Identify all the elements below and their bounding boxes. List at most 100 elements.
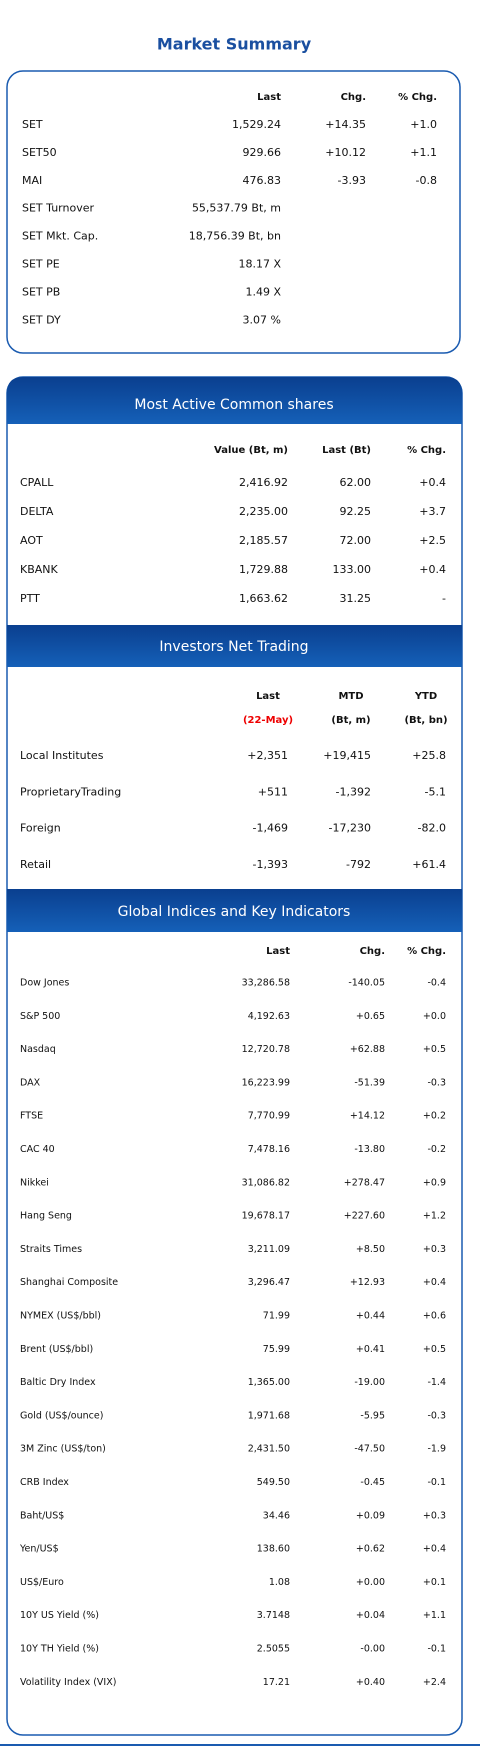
cell: +10.12 <box>325 146 366 159</box>
row-label: 10Y US Yield (%) <box>20 1610 99 1621</box>
cell: +1.2 <box>423 1211 446 1222</box>
row-label: MAI <box>22 174 42 187</box>
cell: +14.35 <box>325 118 366 131</box>
cell: +0.4 <box>419 476 446 489</box>
row-label: Baht/US$ <box>20 1510 64 1521</box>
cell: +25.8 <box>412 749 446 762</box>
cell: -82.0 <box>418 822 446 835</box>
cell: 3,296.47 <box>248 1277 290 1288</box>
cell: -0.45 <box>360 1477 385 1488</box>
summary-box <box>6 70 461 354</box>
section-title: Global Indices and Key Indicators <box>118 904 351 920</box>
cell: 71.99 <box>263 1311 290 1322</box>
cell: +2.4 <box>423 1677 446 1688</box>
row-label: AOT <box>20 534 43 547</box>
cell: 31.25 <box>340 592 372 605</box>
cell: +0.0 <box>423 1011 446 1022</box>
column-header: Value (Bt, m) <box>214 445 288 456</box>
column-header: (Bt, m) <box>331 715 370 726</box>
column-header: Last (Bt) <box>322 445 371 456</box>
cell: 1.08 <box>269 1577 290 1588</box>
cell: 133.00 <box>333 563 372 576</box>
cell: +8.50 <box>356 1244 385 1255</box>
cell: +2.5 <box>419 534 446 547</box>
cell: 1.49 X <box>245 285 281 298</box>
cell: 55,537.79 Bt, m <box>192 202 281 215</box>
cell: 1,663.62 <box>239 592 288 605</box>
cell: 476.83 <box>243 174 282 187</box>
cell: 7,770.99 <box>248 1111 290 1122</box>
cell: -792 <box>346 858 371 871</box>
cell: -47.50 <box>354 1444 385 1455</box>
row-label: S&P 500 <box>20 1011 60 1022</box>
cell: 33,286.58 <box>242 978 290 989</box>
row-label: FTSE <box>20 1111 43 1122</box>
page-title: Market Summary <box>157 35 312 54</box>
row-label: SET DY <box>22 313 61 326</box>
row-label: CRB Index <box>20 1477 69 1488</box>
band <box>7 377 462 424</box>
column-header: Last <box>266 946 290 957</box>
section-title: Investors Net Trading <box>159 639 308 655</box>
cell: +0.44 <box>356 1311 385 1322</box>
cell: -1,392 <box>336 785 371 798</box>
cell: 1,365.00 <box>248 1377 290 1388</box>
cell: +0.04 <box>356 1610 385 1621</box>
cell: +0.41 <box>356 1344 385 1355</box>
column-header: YTD <box>414 691 437 702</box>
row-label: Local Institutes <box>20 749 104 762</box>
cell: -0.2 <box>427 1144 446 1155</box>
cell: 1,729.88 <box>239 563 288 576</box>
cell: 31,086.82 <box>242 1177 290 1188</box>
band <box>7 625 462 667</box>
cell: +278.47 <box>344 1177 385 1188</box>
row-label: SET <box>22 118 43 131</box>
cell: +0.5 <box>423 1044 446 1055</box>
row-label: Yen/US$ <box>19 1544 59 1555</box>
cell: 92.25 <box>340 505 372 518</box>
cell: +2,351 <box>247 749 288 762</box>
cell: +0.65 <box>356 1011 385 1022</box>
cell: 1,529.24 <box>232 118 281 131</box>
cell: -1.4 <box>427 1377 446 1388</box>
cell: -1.9 <box>427 1444 446 1455</box>
row-label: Gold (US$/ounce) <box>20 1410 103 1421</box>
cell: 18,756.39 Bt, bn <box>189 230 281 243</box>
row-label: Retail <box>20 858 51 871</box>
cell: +0.6 <box>423 1311 446 1322</box>
cell: -0.8 <box>416 174 437 187</box>
row-label: DAX <box>20 1077 41 1088</box>
row-label: Brent (US$/bbl) <box>20 1344 93 1355</box>
cell: 2,416.92 <box>239 476 288 489</box>
cell: +0.5 <box>423 1344 446 1355</box>
cell: +0.3 <box>423 1244 446 1255</box>
cell: 75.99 <box>263 1344 290 1355</box>
tables-box <box>6 376 463 1736</box>
row-label: Nikkei <box>20 1177 49 1188</box>
cell: 7,478.16 <box>248 1144 290 1155</box>
cell: +0.2 <box>423 1111 446 1122</box>
cell: 138.60 <box>257 1544 290 1555</box>
cell: 12,720.78 <box>242 1044 290 1055</box>
cell: +0.4 <box>423 1544 446 1555</box>
cell: 3.7148 <box>257 1610 290 1621</box>
row-label: Shanghai Composite <box>20 1277 118 1288</box>
row-label: Volatility Index (VIX) <box>20 1677 116 1688</box>
row-label: Baltic Dry Index <box>20 1377 96 1388</box>
cell: +0.1 <box>423 1577 446 1588</box>
cell: 17.21 <box>263 1677 290 1688</box>
cell: 16,223.99 <box>242 1077 290 1088</box>
row-label: 3M Zinc (US$/ton) <box>20 1444 106 1455</box>
cell: 3.07 % <box>243 313 281 326</box>
cell: +0.40 <box>356 1677 385 1688</box>
row-label: Hang Seng <box>20 1211 72 1222</box>
row-label: CAC 40 <box>20 1144 55 1155</box>
cell: +0.62 <box>356 1544 385 1555</box>
row-label: ProprietaryTrading <box>20 785 121 798</box>
column-header: MTD <box>338 691 363 702</box>
cell: +62.88 <box>350 1044 385 1055</box>
column-header: Chg. <box>360 946 385 957</box>
cell: +12.93 <box>350 1277 385 1288</box>
cell: +0.00 <box>356 1577 385 1588</box>
cell: -0.4 <box>427 978 446 989</box>
